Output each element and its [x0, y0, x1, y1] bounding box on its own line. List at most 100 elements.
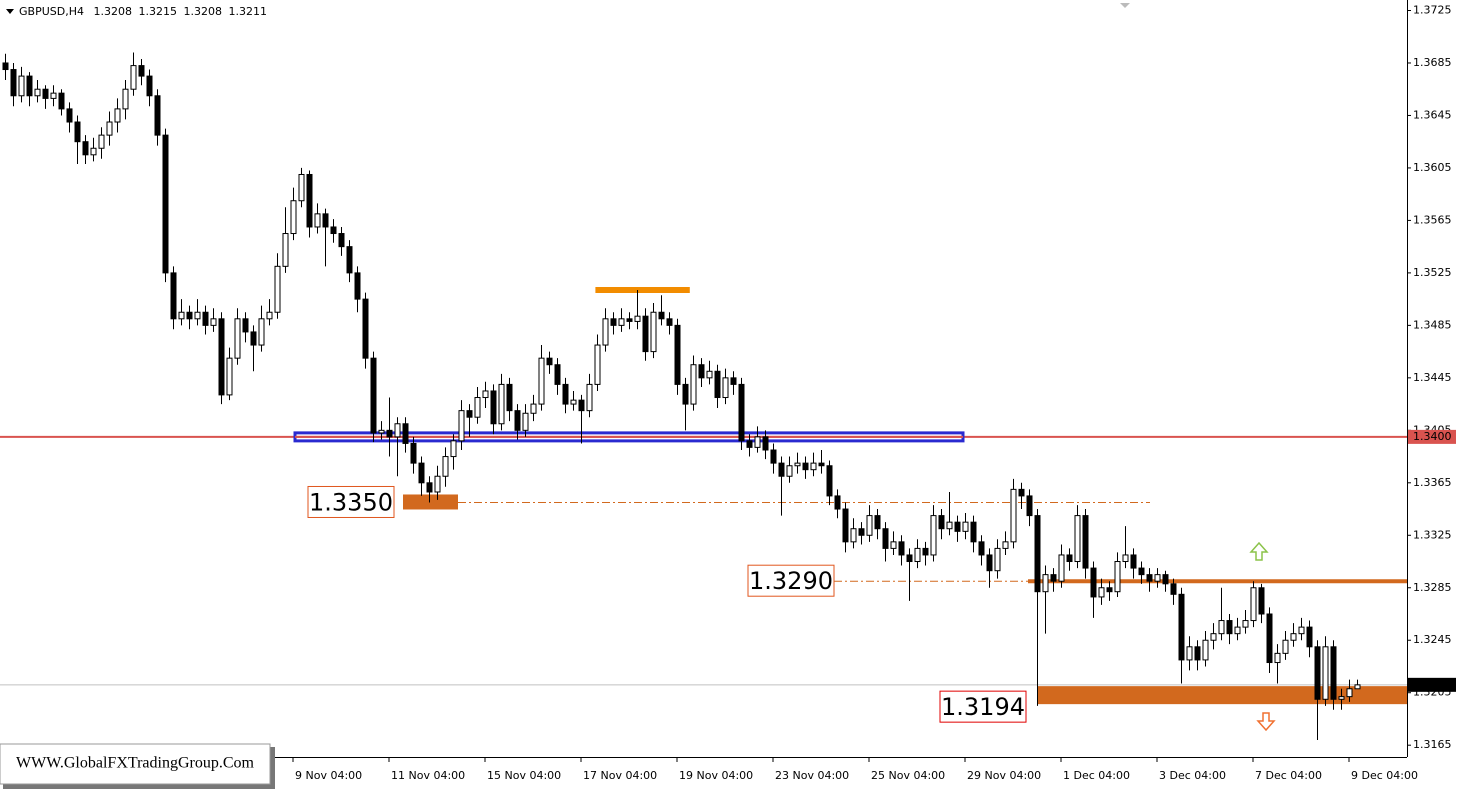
candle-body: [826, 465, 833, 497]
candle-body: [1290, 633, 1297, 641]
candle-body: [514, 410, 521, 431]
candle-body: [498, 383, 505, 425]
support-block: [403, 494, 458, 510]
level-price-label: 1.3400: [1413, 430, 1452, 443]
candle-body: [682, 383, 689, 405]
candle-body: [1218, 620, 1225, 635]
candle-body: [306, 173, 313, 228]
level-label-box: [939, 690, 1027, 723]
candle-body: [634, 315, 641, 322]
close-price: 1.3211: [228, 5, 267, 18]
candle-body: [618, 318, 625, 326]
x-tick-label: 9 Nov 04:00: [295, 769, 362, 782]
candle-body: [50, 92, 57, 99]
candle-body: [34, 88, 41, 97]
candle-body: [146, 75, 153, 97]
candle-body: [690, 364, 697, 405]
candle-body: [82, 141, 89, 156]
candle-body: [818, 462, 825, 467]
candle-body: [370, 357, 377, 434]
candle-body: [930, 515, 937, 556]
candle-body: [1346, 688, 1353, 698]
candle-body: [1250, 587, 1257, 622]
candle-body: [58, 92, 65, 110]
candle-body: [466, 410, 473, 418]
candle-body: [858, 528, 865, 536]
x-tick-label: 17 Nov 04:00: [583, 769, 657, 782]
y-tick-label: 1.3325: [1413, 528, 1452, 541]
candle-body: [474, 397, 481, 418]
candle-body: [1154, 574, 1161, 582]
candle-body: [1202, 639, 1209, 661]
candle-body: [18, 75, 25, 97]
candle-body: [546, 357, 553, 366]
candle-body: [1194, 646, 1201, 661]
candle-body: [1074, 515, 1081, 563]
candle-body: [418, 462, 425, 484]
level-price-box: [1408, 429, 1456, 444]
candle-body: [1130, 554, 1137, 569]
candle-body: [2, 62, 9, 71]
candle-body: [746, 440, 753, 448]
watermark-text: WWW.GlobalFXTradingGroup.Com: [16, 755, 254, 772]
candle-body: [1170, 583, 1177, 595]
candle-body: [290, 200, 297, 235]
candle-body: [274, 265, 281, 313]
candle-body: [1234, 626, 1241, 635]
candle-body: [762, 436, 769, 451]
candle-body: [362, 298, 369, 359]
candle-body: [1338, 696, 1345, 700]
candle-body: [802, 462, 809, 471]
candle-body: [842, 508, 849, 543]
down-arrow: [1256, 712, 1276, 732]
candle-body: [258, 318, 265, 346]
open-price: 1.3208: [93, 5, 132, 18]
candle-body: [1034, 515, 1041, 593]
candle-body: [1082, 515, 1089, 569]
candle-body: [594, 344, 601, 385]
chart-header: GBPUSD,H4 1.3208 1.3215 1.3208 1.3211: [19, 5, 267, 18]
candle-body: [898, 541, 905, 556]
candle-body: [698, 364, 705, 379]
candle-body: [882, 528, 889, 549]
candle-body: [1018, 488, 1025, 497]
candle-body: [266, 311, 273, 320]
symbol: GBPUSD,H4: [19, 5, 84, 18]
candle-body: [738, 383, 745, 442]
candle-body: [130, 65, 137, 90]
candle-body: [778, 462, 785, 477]
candle-body: [506, 383, 513, 412]
candle-body: [674, 324, 681, 385]
candle-body: [282, 233, 289, 267]
y-tick-label: 1.3525: [1413, 266, 1452, 279]
candle-body: [754, 436, 761, 448]
candle-body: [1122, 554, 1129, 563]
candle-body: [666, 318, 673, 326]
candle-body: [730, 377, 737, 385]
candle-body: [234, 318, 241, 359]
candle-body: [1114, 561, 1121, 593]
candle-body: [10, 69, 17, 97]
y-tick-label: 1.3285: [1413, 581, 1452, 594]
x-tick-label: 7 Dec 04:00: [1255, 769, 1322, 782]
candle-body: [1058, 554, 1065, 582]
candle-body: [314, 213, 321, 228]
level-label: 1.3350: [309, 488, 393, 516]
x-tick-label: 15 Nov 04:00: [487, 769, 561, 782]
x-tick-label: 25 Nov 04:00: [871, 769, 945, 782]
candle-body: [714, 370, 721, 399]
candle-body: [42, 88, 49, 99]
candle-body: [554, 364, 561, 385]
candle-body: [530, 403, 537, 414]
y-tick-label: 1.3725: [1413, 3, 1452, 16]
candle-body: [242, 318, 249, 333]
candle-body: [138, 65, 145, 77]
watermark: WWW.GlobalFXTradingGroup.Com: [0, 743, 275, 789]
candle-body: [442, 456, 449, 477]
candle-body: [1354, 684, 1361, 690]
candle-body: [1066, 554, 1073, 563]
candle-body: [154, 95, 161, 136]
candle-body: [986, 554, 993, 572]
